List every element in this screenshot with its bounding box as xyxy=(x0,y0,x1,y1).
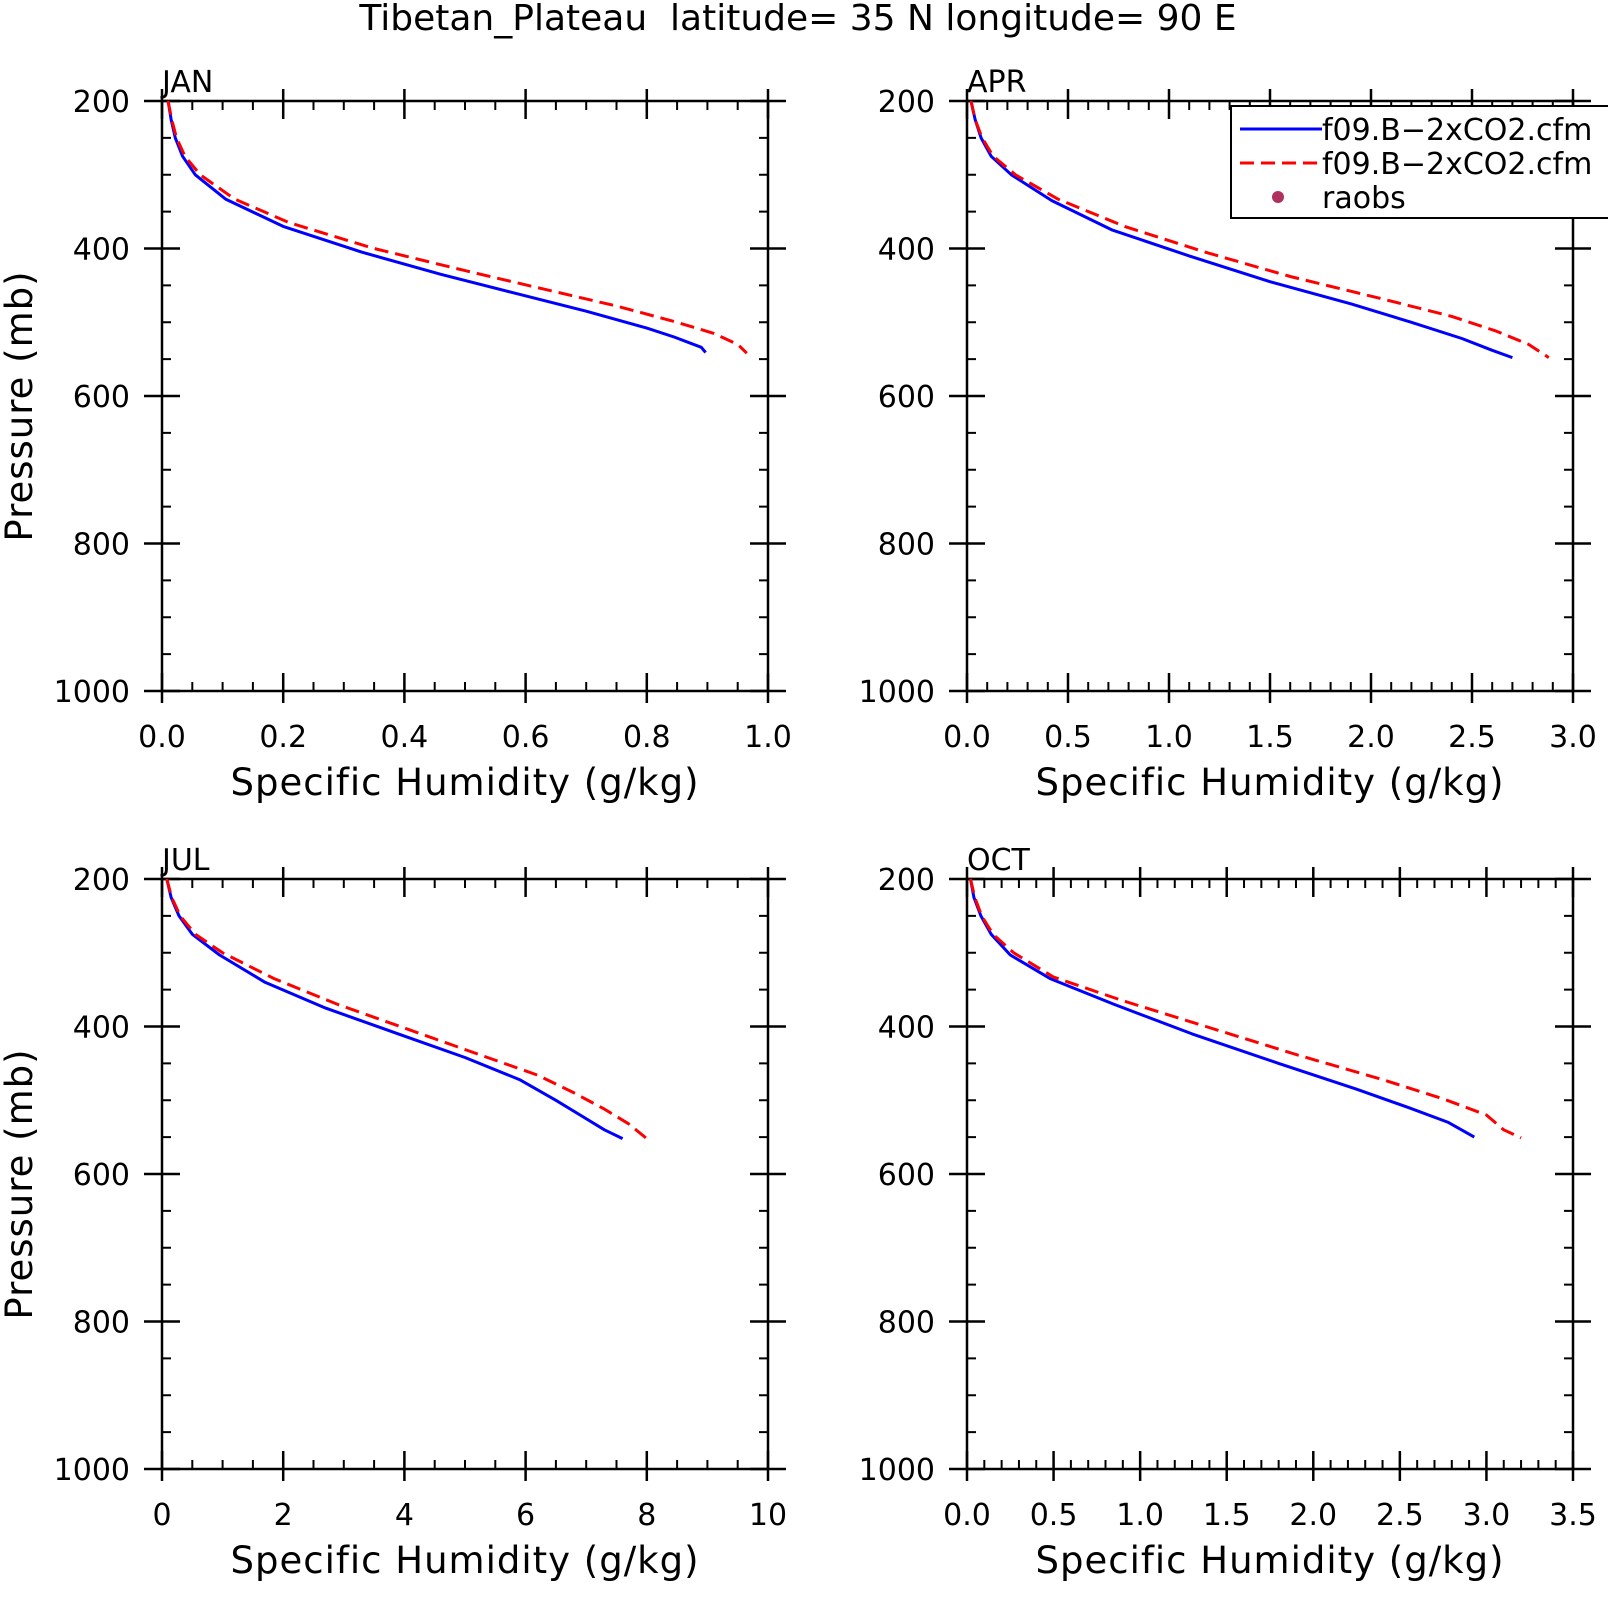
y-tick-label: 600 xyxy=(73,380,130,415)
x-axis-label: Specific Humidity (g/kg) xyxy=(230,761,699,804)
series-line-solid xyxy=(165,878,624,1140)
legend-entry: raobs xyxy=(1272,181,1406,216)
x-tick-label: 1.0 xyxy=(1145,720,1193,755)
x-tick-label: 0.0 xyxy=(943,1498,991,1533)
panel-label: APR xyxy=(967,65,1026,100)
y-axis-label: Pressure (mb) xyxy=(0,270,41,541)
x-tick-label: 1.5 xyxy=(1203,1498,1251,1533)
y-tick-label: 800 xyxy=(878,528,935,563)
x-tick-label: 4 xyxy=(395,1498,414,1533)
x-tick-label: 0.0 xyxy=(943,720,991,755)
x-tick-label: 1.0 xyxy=(744,720,792,755)
x-axis-label: Specific Humidity (g/kg) xyxy=(230,1539,699,1582)
y-tick-label: 400 xyxy=(878,233,935,268)
x-tick-label: 0.8 xyxy=(623,720,671,755)
legend-marker xyxy=(1272,191,1284,203)
y-tick-label: 1000 xyxy=(859,675,935,710)
x-tick-label: 0.0 xyxy=(138,720,186,755)
series-line-dashed xyxy=(165,878,648,1140)
y-tick-label: 200 xyxy=(878,85,935,120)
x-tick-label: 3.0 xyxy=(1549,720,1597,755)
series-line-solid xyxy=(166,100,707,354)
legend-entry: f09.B−2xCO2.cfm xyxy=(1240,113,1592,148)
y-tick-label: 400 xyxy=(878,1011,935,1046)
y-tick-label: 1000 xyxy=(859,1453,935,1488)
panel-label: JAN xyxy=(160,65,213,100)
plot-frame xyxy=(160,99,770,693)
x-tick-label: 6 xyxy=(516,1498,535,1533)
y-tick-label: 1000 xyxy=(54,1453,130,1488)
x-tick-label: 2.5 xyxy=(1376,1498,1424,1533)
x-tick-label: 8 xyxy=(637,1498,656,1533)
x-tick-label: 2.0 xyxy=(1347,720,1395,755)
panels: JAN 0.0 0.2 0.4 0.6 0.8 1.0 200 400 600 800 1000 Spe… xyxy=(0,65,1597,1582)
y-tick-label: 800 xyxy=(878,1306,935,1341)
x-tick-label: 1.0 xyxy=(1116,1498,1164,1533)
panel-label: JUL xyxy=(160,843,210,878)
x-tick-label: 3.5 xyxy=(1549,1498,1597,1533)
x-tick-label: 10 xyxy=(749,1498,787,1533)
y-tick-label: 200 xyxy=(73,863,130,898)
panel-jul: JUL 0 2 4 6 8 10 200 400 600 800 1000 Specific Humid… xyxy=(0,843,787,1582)
y-axis-label: Pressure (mb) xyxy=(0,1048,41,1319)
legend-label: f09.B−2xCO2.cfm xyxy=(1322,113,1592,148)
x-tick-label: 3.0 xyxy=(1463,1498,1511,1533)
panel-jan: JAN 0.0 0.2 0.4 0.6 0.8 1.0 200 400 600 800 1000 Spe… xyxy=(0,65,792,804)
legend-label: raobs xyxy=(1322,181,1406,216)
series-line-dashed xyxy=(969,100,1550,359)
y-tick-label: 1000 xyxy=(54,675,130,710)
x-tick-label: 0.4 xyxy=(381,720,429,755)
x-tick-label: 0.6 xyxy=(502,720,550,755)
x-tick-label: 0.2 xyxy=(259,720,307,755)
y-tick-label: 400 xyxy=(73,233,130,268)
y-tick-label: 600 xyxy=(878,380,935,415)
series-line-solid xyxy=(969,878,1476,1139)
y-tick-label: 800 xyxy=(73,528,130,563)
y-tick-label: 600 xyxy=(73,1158,130,1193)
panel-oct: OCT 0.0 0.5 1.0 1.5 2.0 2.5 3.0 3.5 200 400 600 800 1… xyxy=(859,843,1597,1582)
y-tick-label: 800 xyxy=(73,1306,130,1341)
x-tick-label: 2.0 xyxy=(1289,1498,1337,1533)
series-line-solid xyxy=(969,100,1513,360)
legend-entry: f09.B−2xCO2.cfm xyxy=(1240,147,1592,182)
y-tick-label: 400 xyxy=(73,1011,130,1046)
y-tick-label: 600 xyxy=(878,1158,935,1193)
y-tick-label: 200 xyxy=(73,85,130,120)
x-tick-label: 0 xyxy=(152,1498,171,1533)
x-axis-label: Specific Humidity (g/kg) xyxy=(1035,1539,1504,1582)
x-axis-label: Specific Humidity (g/kg) xyxy=(1035,761,1504,804)
x-tick-label: 1.5 xyxy=(1246,720,1294,755)
x-tick-label: 2 xyxy=(274,1498,293,1533)
plot-frame xyxy=(965,877,1575,1471)
y-tick-label: 200 xyxy=(878,863,935,898)
panel-label: OCT xyxy=(967,843,1031,878)
x-tick-label: 0.5 xyxy=(1044,720,1092,755)
legend-label: f09.B−2xCO2.cfm xyxy=(1322,147,1592,182)
x-tick-label: 0.5 xyxy=(1030,1498,1078,1533)
series-line-dashed xyxy=(969,878,1522,1140)
figure-title: Tibetan_Plateau latitude= 35 N longitude… xyxy=(358,0,1236,39)
series-line-dashed xyxy=(166,100,748,355)
x-tick-label: 2.5 xyxy=(1448,720,1496,755)
